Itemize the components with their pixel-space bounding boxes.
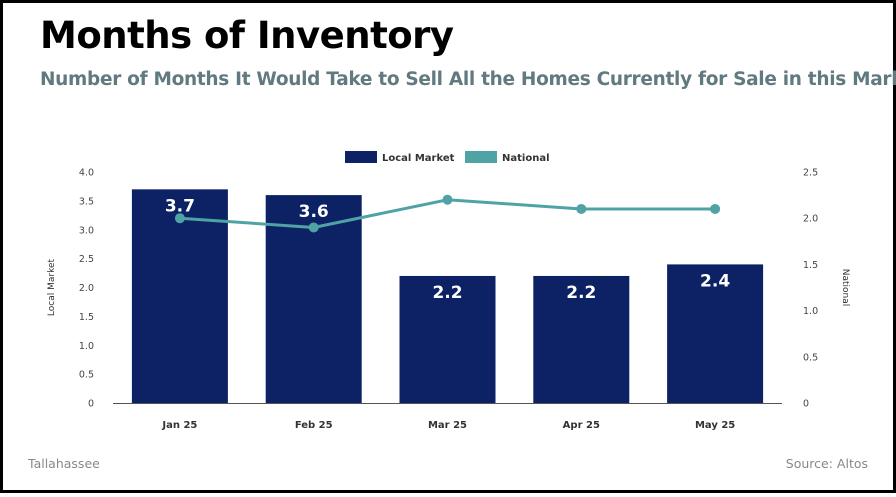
national-point	[174, 213, 185, 224]
location-label: Tallahassee	[28, 456, 100, 471]
legend-label-local: Local Market	[382, 153, 455, 164]
bar-local-market	[533, 275, 630, 403]
y-tick-label: 3.0	[79, 225, 94, 236]
y2-tick-label: 0.5	[803, 352, 818, 363]
bar-value-label: 2.2	[432, 283, 462, 303]
y2-tick-label: 1.5	[803, 260, 818, 271]
national-point	[576, 203, 587, 214]
legend-swatch-local	[345, 151, 377, 163]
y-tick-label: 2.5	[79, 254, 94, 265]
y2-tick-label: 2.0	[803, 214, 818, 225]
x-tick-label: Jan 25	[161, 420, 197, 431]
source-label: Source: Altos	[785, 456, 868, 471]
y2-axis-label: National	[840, 269, 850, 307]
bar-value-label: 2.2	[566, 283, 596, 303]
bar-value-label: 3.7	[165, 196, 195, 216]
y-tick-label: 2.0	[79, 283, 94, 294]
page-title: Months of Inventory	[40, 14, 454, 57]
x-tick-label: Apr 25	[563, 420, 600, 431]
bar-local-market	[131, 189, 228, 403]
y-tick-label: 0.5	[79, 370, 94, 381]
legend-label-national: National	[502, 153, 550, 164]
y-tick-label: 3.5	[79, 196, 94, 207]
bar-value-label: 3.6	[299, 202, 329, 222]
y-tick-label: 1.0	[79, 341, 94, 352]
legend-swatch-national	[465, 151, 497, 163]
y2-tick-label: 0	[803, 399, 809, 410]
y2-tick-label: 1.0	[803, 306, 818, 317]
y-tick-label: 0	[88, 399, 94, 410]
page-subtitle: Number of Months It Would Take to Sell A…	[40, 69, 896, 90]
y2-tick-label: 2.5	[803, 168, 818, 179]
y-tick-label: 4.0	[79, 168, 94, 179]
x-tick-label: May 25	[695, 420, 735, 431]
bar-local-market	[667, 264, 764, 403]
bar-local-market	[399, 275, 496, 403]
national-point	[442, 194, 453, 205]
x-tick-label: Feb 25	[295, 420, 333, 431]
national-point	[308, 222, 319, 233]
x-tick-label: Mar 25	[428, 420, 467, 431]
national-point	[710, 203, 721, 214]
y-axis-label: Local Market	[47, 258, 57, 316]
y-tick-label: 1.5	[79, 312, 94, 323]
bar-value-label: 2.4	[700, 271, 730, 291]
